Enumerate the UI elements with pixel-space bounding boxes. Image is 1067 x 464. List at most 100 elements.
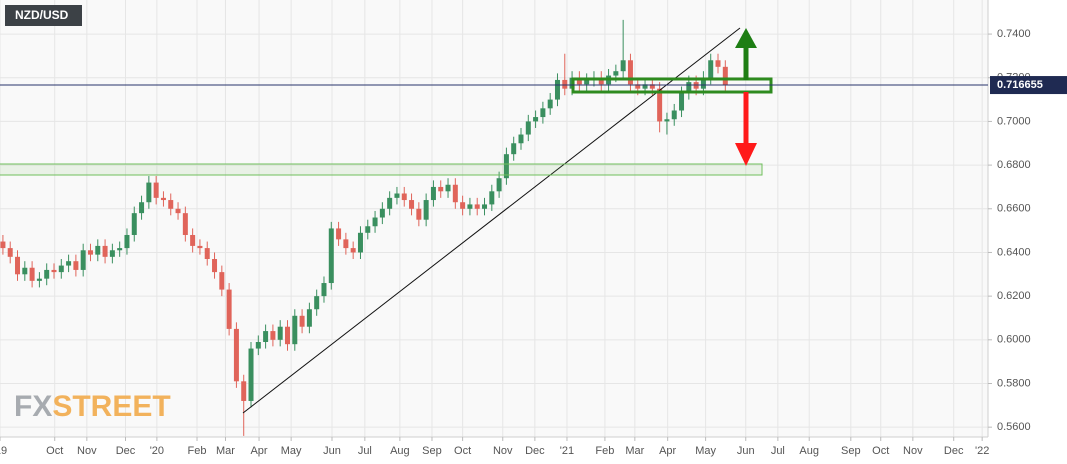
candle-body bbox=[175, 208, 181, 214]
candle-body bbox=[657, 88, 663, 122]
last-price-label: 0.716655 bbox=[997, 79, 1043, 91]
candle-body bbox=[212, 259, 218, 273]
chart-title: NZD/USD bbox=[15, 8, 69, 22]
x-tick-label: Sep bbox=[841, 445, 861, 457]
candle-body bbox=[620, 60, 626, 72]
x-tick-label: Oct bbox=[46, 445, 63, 457]
x-tick-label: Apr bbox=[250, 445, 267, 457]
y-tick-label: 0.6200 bbox=[997, 290, 1031, 302]
candle-body bbox=[540, 108, 546, 118]
candle-body bbox=[80, 250, 86, 270]
candle-body bbox=[576, 77, 582, 85]
y-tick-label: 0.6000 bbox=[997, 334, 1031, 346]
candle-body bbox=[0, 241, 6, 249]
x-tick-label: Jun bbox=[323, 445, 341, 457]
candle-body bbox=[474, 204, 480, 209]
candle-body bbox=[649, 84, 655, 89]
y-tick-label: 0.6400 bbox=[997, 246, 1031, 258]
candle-body bbox=[642, 84, 648, 89]
candle-body bbox=[598, 77, 604, 85]
candle-body bbox=[533, 117, 539, 122]
y-tick-label: 0.5600 bbox=[997, 421, 1031, 433]
x-tick-label: Jul bbox=[771, 445, 785, 457]
x-tick-label: Apr bbox=[659, 445, 676, 457]
candle-body bbox=[496, 178, 502, 192]
x-tick-label: Oct bbox=[454, 445, 471, 457]
candle-body bbox=[350, 248, 356, 253]
x-tick-label: Nov bbox=[903, 445, 923, 457]
candle-body bbox=[146, 182, 152, 203]
candle-body bbox=[248, 348, 254, 401]
candle-body bbox=[153, 182, 159, 198]
candle-body bbox=[314, 296, 320, 310]
candle-body bbox=[233, 328, 239, 382]
candle-body bbox=[263, 331, 269, 342]
x-tick-label: Nov bbox=[77, 445, 97, 457]
last-price-tag bbox=[990, 76, 1067, 95]
x-tick-label: Oct bbox=[872, 445, 889, 457]
candle-body bbox=[29, 267, 35, 281]
candle-body bbox=[525, 121, 531, 135]
candles bbox=[0, 19, 728, 436]
candle-body bbox=[679, 93, 685, 111]
candle-body bbox=[51, 269, 57, 273]
candle-body bbox=[416, 208, 422, 220]
candle-body bbox=[489, 191, 495, 205]
grid bbox=[0, 0, 988, 437]
x-tick-label: Mar bbox=[625, 445, 644, 457]
down-arrow-head bbox=[735, 143, 757, 166]
x-tick-label: Nov bbox=[493, 445, 513, 457]
candle-body bbox=[686, 82, 692, 94]
candle-body bbox=[168, 200, 174, 209]
candle-body bbox=[306, 309, 312, 327]
candle-body bbox=[87, 250, 93, 255]
candle-body bbox=[219, 272, 225, 290]
candle-body bbox=[95, 245, 101, 255]
candle-body bbox=[328, 228, 334, 284]
candle-body bbox=[270, 331, 276, 340]
candle-body bbox=[22, 267, 28, 275]
x-tick-label: Mar bbox=[216, 445, 235, 457]
candle-body bbox=[482, 204, 488, 209]
candle-body bbox=[430, 186, 436, 201]
candle-body bbox=[460, 202, 466, 209]
x-tick-label: May bbox=[695, 445, 716, 457]
candle-body bbox=[708, 60, 714, 78]
candle-body bbox=[131, 213, 137, 235]
candle-body bbox=[343, 239, 349, 249]
candle-body bbox=[255, 342, 261, 349]
candle-body bbox=[292, 315, 298, 345]
candle-body bbox=[627, 60, 633, 85]
annotations bbox=[0, 27, 773, 414]
candle-body bbox=[518, 134, 524, 144]
candle-body bbox=[109, 250, 115, 257]
candle-body bbox=[503, 154, 509, 179]
x-tick-label: Dec bbox=[116, 445, 136, 457]
candle-body bbox=[379, 208, 385, 218]
candle-body bbox=[197, 245, 203, 249]
candle-body bbox=[299, 315, 305, 327]
x-tick-label: '20 bbox=[150, 445, 164, 457]
candle-body bbox=[700, 77, 706, 89]
candle-body bbox=[547, 99, 553, 109]
candle-body bbox=[58, 265, 64, 273]
x-tick-label: Aug bbox=[390, 445, 410, 457]
watermark-text: FXSTREET bbox=[14, 390, 171, 423]
overlay: 0.716655 bbox=[0, 76, 1067, 95]
candle-body bbox=[182, 213, 188, 235]
title-box bbox=[5, 5, 82, 26]
x-tick-label: '19 bbox=[0, 445, 7, 457]
candle-body bbox=[365, 226, 371, 233]
candle-body bbox=[445, 184, 451, 192]
y-tick-label: 0.6800 bbox=[997, 159, 1031, 171]
candle-body bbox=[241, 381, 247, 401]
watermark: FXSTREET bbox=[14, 390, 171, 423]
x-tick-label: May bbox=[281, 445, 302, 457]
candle-body bbox=[511, 143, 517, 155]
candle-body bbox=[584, 79, 590, 85]
candle-body bbox=[277, 326, 283, 340]
candle-body bbox=[664, 119, 670, 122]
candle-body bbox=[117, 248, 123, 251]
candle-body bbox=[401, 193, 407, 201]
